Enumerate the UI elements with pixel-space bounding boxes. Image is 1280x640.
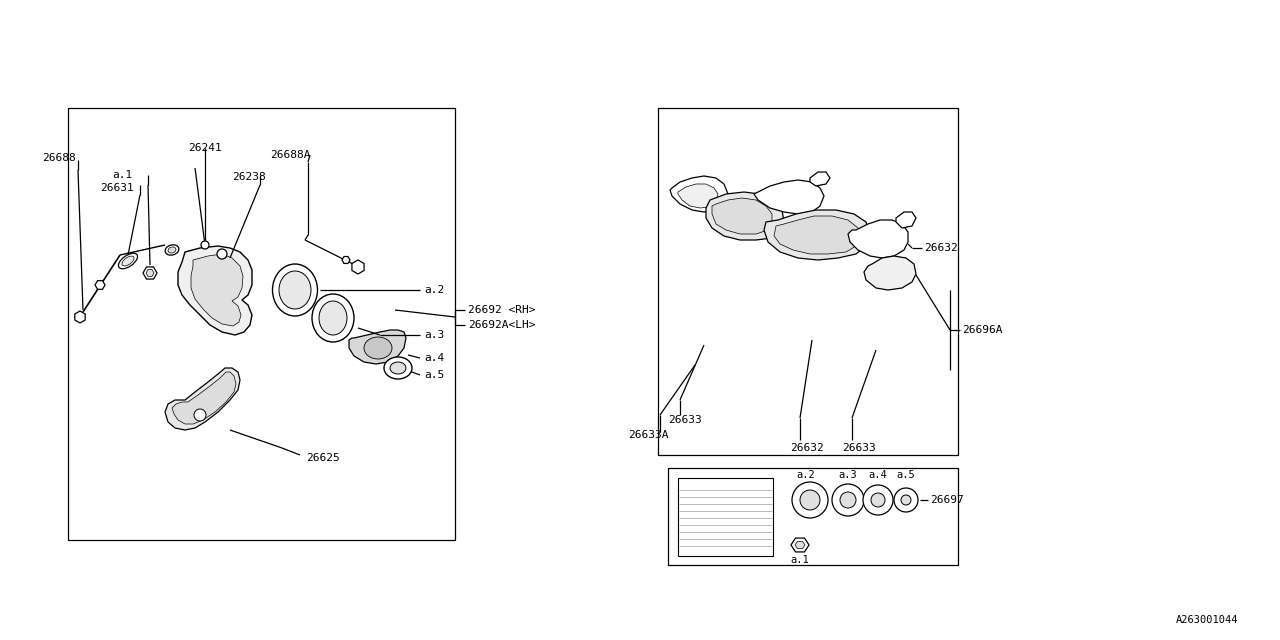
Polygon shape (143, 267, 157, 279)
Text: 26631: 26631 (100, 183, 133, 193)
Ellipse shape (279, 271, 311, 309)
Text: a.3: a.3 (424, 330, 444, 340)
Polygon shape (191, 254, 243, 326)
Polygon shape (810, 172, 829, 186)
Bar (68, 108, 454, 540)
Circle shape (792, 482, 828, 518)
Ellipse shape (273, 264, 317, 316)
Bar (678, 478, 773, 556)
Circle shape (800, 490, 820, 510)
Text: 26692 <RH>: 26692 <RH> (468, 305, 535, 315)
Circle shape (218, 249, 227, 259)
Polygon shape (669, 176, 728, 212)
Text: 26632: 26632 (790, 443, 824, 453)
Polygon shape (178, 246, 252, 335)
Polygon shape (95, 281, 105, 289)
Text: 26692A<LH>: 26692A<LH> (468, 320, 535, 330)
Polygon shape (227, 276, 239, 285)
Polygon shape (712, 198, 772, 234)
Text: a.5: a.5 (896, 470, 915, 480)
Bar (658, 108, 957, 455)
Text: 26238: 26238 (232, 172, 266, 182)
Text: a.4: a.4 (869, 470, 887, 480)
Circle shape (195, 409, 206, 421)
Polygon shape (791, 538, 809, 552)
Polygon shape (754, 180, 824, 214)
Text: 26633A: 26633A (628, 430, 668, 440)
Ellipse shape (319, 301, 347, 335)
Polygon shape (352, 260, 364, 274)
Polygon shape (172, 372, 236, 424)
Polygon shape (849, 220, 908, 258)
Text: 26697: 26697 (931, 495, 964, 505)
Polygon shape (74, 311, 86, 323)
Circle shape (840, 492, 856, 508)
Ellipse shape (168, 247, 175, 253)
Ellipse shape (165, 245, 179, 255)
Text: 26632: 26632 (924, 243, 957, 253)
Polygon shape (342, 257, 349, 264)
Bar (668, 468, 957, 565)
Polygon shape (764, 210, 870, 260)
Circle shape (832, 484, 864, 516)
Polygon shape (146, 269, 154, 276)
Polygon shape (678, 184, 718, 208)
Ellipse shape (312, 294, 355, 342)
Text: 26633: 26633 (842, 443, 876, 453)
Ellipse shape (364, 337, 392, 359)
Polygon shape (707, 192, 785, 240)
Ellipse shape (390, 362, 406, 374)
Polygon shape (774, 216, 860, 254)
Ellipse shape (119, 253, 137, 269)
Ellipse shape (384, 357, 412, 379)
Polygon shape (795, 541, 805, 548)
Circle shape (901, 495, 911, 505)
Text: a.2: a.2 (796, 470, 815, 480)
Ellipse shape (122, 256, 134, 266)
Text: a.3: a.3 (838, 470, 858, 480)
Polygon shape (165, 368, 241, 430)
Circle shape (201, 241, 209, 249)
Text: a.4: a.4 (424, 353, 444, 363)
Text: A263001044: A263001044 (1175, 615, 1238, 625)
Polygon shape (349, 330, 406, 364)
Polygon shape (864, 256, 916, 290)
Text: 26625: 26625 (306, 453, 339, 463)
Text: a.1: a.1 (113, 170, 132, 180)
Text: 26633: 26633 (668, 415, 701, 425)
Text: a.5: a.5 (424, 370, 444, 380)
Circle shape (870, 493, 884, 507)
Text: 26688: 26688 (42, 153, 76, 163)
Polygon shape (896, 212, 916, 228)
Circle shape (893, 488, 918, 512)
Text: 26696A: 26696A (963, 325, 1002, 335)
Text: 26688A: 26688A (270, 150, 311, 160)
Text: 26241: 26241 (188, 143, 221, 153)
Circle shape (863, 485, 893, 515)
Text: a.2: a.2 (424, 285, 444, 295)
Text: a.1: a.1 (791, 555, 809, 565)
